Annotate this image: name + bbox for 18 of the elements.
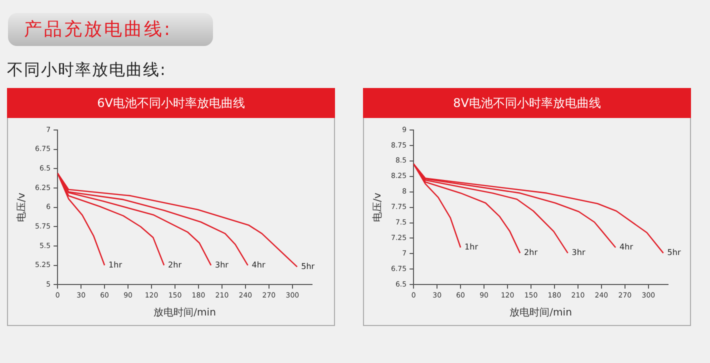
speech-bubble: 产品充放电曲线:: [8, 13, 213, 46]
series-label: 4hr: [620, 242, 634, 252]
chart-title: 6V电池不同小时率放电曲线: [97, 96, 245, 110]
chart-title: 8V电池不同小时率放电曲线: [453, 96, 601, 110]
series-label: 3hr: [215, 260, 230, 270]
series-label: 1hr: [108, 260, 123, 270]
series-label: 5hr: [667, 248, 682, 258]
x-axis-title: 放电时间/min: [154, 306, 216, 319]
series-label: 4hr: [252, 260, 266, 270]
text: 不同小时率放电曲线:: [7, 60, 166, 79]
series-label: 2hr: [168, 260, 182, 270]
x-axis-title: 放电时间/min: [510, 306, 572, 319]
series-label: 5hr: [301, 262, 316, 271]
series-label: 1hr: [464, 242, 479, 252]
y-axis-title: 电压/v: [16, 192, 28, 222]
y-axis-title: 电压/v: [372, 192, 384, 222]
series-label: 2hr: [524, 248, 538, 258]
series-label: 3hr: [572, 248, 586, 258]
